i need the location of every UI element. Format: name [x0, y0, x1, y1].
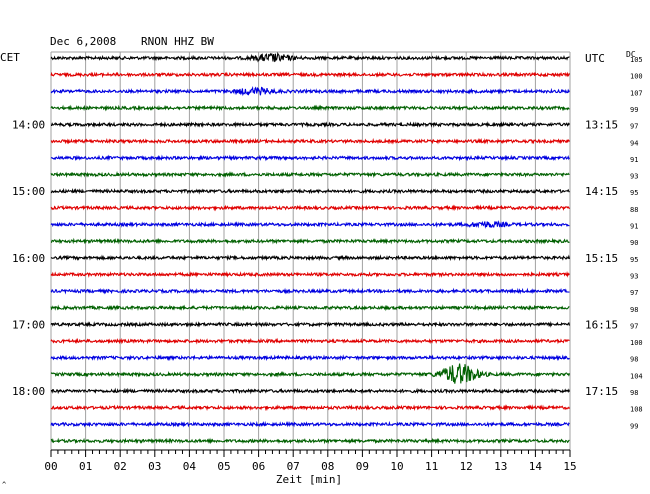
- dc-value: 95: [630, 189, 638, 197]
- right-hour-label: 16:15: [585, 318, 618, 331]
- trace-4: [51, 121, 570, 129]
- dc-value: 100: [630, 339, 643, 347]
- trace-9: [50, 204, 570, 212]
- trace-18: [50, 354, 570, 362]
- station-label: RNON HHZ BW: [141, 35, 214, 48]
- x-tick-label: 08: [321, 460, 334, 473]
- dc-value: 88: [630, 206, 638, 214]
- trace-21: [50, 404, 570, 412]
- x-tick-label: 11: [425, 460, 438, 473]
- right-hour-label: 17:15: [585, 385, 618, 398]
- trace-0: [50, 51, 570, 63]
- x-tick-label: 03: [148, 460, 161, 473]
- dc-header-label: DC: [626, 50, 636, 59]
- dc-value: 91: [630, 223, 638, 231]
- dc-value: 94: [630, 139, 638, 147]
- trace-14: [50, 287, 570, 295]
- x-tick-label: 13: [494, 460, 507, 473]
- x-axis-title: Zeit [min]: [276, 473, 342, 486]
- dc-value: 97: [630, 289, 638, 297]
- trace-12: [50, 254, 570, 262]
- dc-value: 98: [630, 306, 638, 314]
- corner-mark: ^: [2, 481, 6, 489]
- right-hour-label: 13:15: [585, 119, 618, 132]
- left-hour-label: 16:00: [12, 252, 45, 265]
- x-tick-label: 02: [114, 460, 127, 473]
- left-hour-label: 15:00: [12, 185, 45, 198]
- right-timezone-label: UTC: [585, 52, 605, 65]
- x-tick-label: 06: [252, 460, 265, 473]
- dc-value: 91: [630, 156, 638, 164]
- trace-7: [50, 171, 570, 179]
- trace-17: [50, 337, 570, 345]
- dc-value: 93: [630, 173, 638, 181]
- x-tick-label: 00: [44, 460, 57, 473]
- left-timezone-label: CET: [0, 51, 20, 64]
- trace-13: [50, 270, 570, 278]
- dc-value: 95: [630, 256, 638, 264]
- dc-value: 105: [630, 56, 643, 64]
- x-axis: 00 01 02 03 04 05 06 07 08 09 10 11 12 13 14 15: [44, 449, 577, 473]
- x-tick-label: 05: [217, 460, 230, 473]
- left-hour-label: 17:00: [12, 318, 45, 331]
- trace-15: [50, 304, 570, 312]
- x-tick-label: 12: [460, 460, 473, 473]
- trace-16: [50, 320, 570, 328]
- trace-1: [50, 71, 570, 79]
- dc-value: 97: [630, 322, 638, 330]
- seismic-traces: [50, 51, 570, 445]
- right-hour-label: 15:15: [585, 252, 618, 265]
- dc-value: 104: [630, 372, 643, 380]
- x-tick-label: 15: [563, 460, 576, 473]
- trace-5: [50, 137, 570, 145]
- left-hour-label: 18:00: [12, 385, 45, 398]
- dc-value: 98: [630, 356, 638, 364]
- left-hour-label: 14:00: [12, 119, 45, 132]
- dc-value: 107: [630, 89, 643, 97]
- x-tick-label: 10: [390, 460, 403, 473]
- trace-23: [50, 437, 570, 445]
- x-tick-label: 04: [183, 460, 197, 473]
- trace-6: [50, 154, 570, 162]
- trace-8: [50, 187, 570, 195]
- date-label: Dec 6,2008: [50, 35, 116, 48]
- right-hour-label: 14:15: [585, 185, 618, 198]
- x-tick-label: 09: [356, 460, 369, 473]
- trace-22: [50, 420, 570, 428]
- x-tick-label: 14: [529, 460, 543, 473]
- dc-value: 98: [630, 389, 638, 397]
- x-tick-label: 07: [287, 460, 300, 473]
- dc-value: 97: [630, 123, 638, 131]
- dc-value: 108: [630, 406, 643, 414]
- dc-value: 90: [630, 239, 638, 247]
- trace-labels: 14:00 15:00 16:00 17:00 18:00 UTC 13:15 14:15 15…: [12, 52, 643, 430]
- trace-2: [50, 86, 570, 97]
- trace-3: [50, 104, 570, 112]
- dc-value: 99: [630, 422, 638, 430]
- x-tick-label: 01: [79, 460, 92, 473]
- trace-11: [50, 237, 570, 245]
- trace-19: [50, 363, 570, 384]
- dc-value: 93: [630, 272, 638, 280]
- trace-10: [50, 220, 570, 229]
- trace-20: [50, 387, 570, 395]
- dc-value: 99: [630, 106, 638, 114]
- dc-value: 100: [630, 73, 643, 81]
